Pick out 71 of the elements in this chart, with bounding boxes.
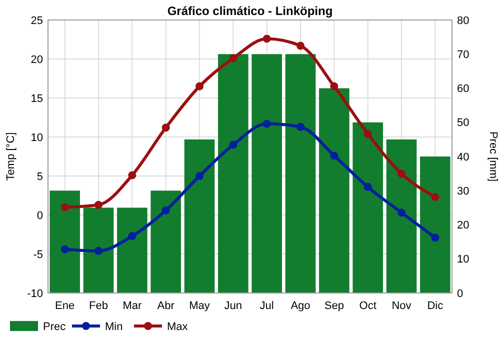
point <box>262 120 271 128</box>
y2-tick-label: 0 <box>457 288 464 300</box>
bar <box>150 190 181 293</box>
x-tick-label: Abr <box>157 300 175 312</box>
point <box>94 200 102 209</box>
point <box>398 208 406 217</box>
x-tick-label: Ago <box>290 300 310 312</box>
y-tick-label: -5 <box>33 248 43 261</box>
x-tick-label: Sep <box>324 300 344 312</box>
point <box>330 82 338 90</box>
y-tick-label: -10 <box>27 288 43 300</box>
bar <box>50 190 80 293</box>
bar <box>285 54 316 293</box>
point <box>162 124 170 132</box>
bar <box>218 54 248 293</box>
x-tick-label: Mar <box>122 300 142 312</box>
bar <box>117 208 148 293</box>
y2-tick-label: 40 <box>457 151 470 164</box>
point <box>60 203 69 212</box>
point <box>364 130 372 138</box>
legend-label: Max <box>167 320 188 333</box>
y-tick-label: 10 <box>30 132 43 144</box>
x-tick-label: Jul <box>260 300 274 312</box>
point <box>196 82 204 90</box>
point <box>94 246 102 255</box>
y2-tick-label: 80 <box>457 14 470 27</box>
point <box>128 232 136 240</box>
point <box>398 170 406 178</box>
x-tick-label: Jun <box>224 300 242 312</box>
y-tick-label: 20 <box>30 54 43 66</box>
point <box>229 54 238 62</box>
point <box>162 206 170 214</box>
y2-tick-label: 70 <box>457 48 470 61</box>
x-tick-label: Dic <box>427 300 444 312</box>
bar <box>352 122 383 293</box>
point <box>128 171 136 180</box>
bar <box>252 54 282 293</box>
y2-tick-label: 20 <box>457 220 470 232</box>
point <box>262 34 271 43</box>
bar <box>420 156 450 293</box>
y-tick-label: 5 <box>36 170 43 183</box>
x-tick-label: Nov <box>392 300 412 312</box>
point <box>196 172 204 180</box>
y-axis-title: Temp [°C] <box>5 132 17 181</box>
point <box>60 245 69 254</box>
point <box>229 140 238 149</box>
x-tick-label: May <box>189 300 210 312</box>
point <box>364 182 372 191</box>
point <box>330 152 338 160</box>
x-tick-label: Ene <box>55 300 75 312</box>
bar <box>184 139 215 293</box>
point <box>431 193 440 202</box>
y-tick-label: 25 <box>30 14 43 27</box>
x-tick-label: Oct <box>359 300 376 312</box>
legend-label: Prec <box>43 320 66 333</box>
y2-tick-label: 50 <box>457 117 470 130</box>
chart-title: Gráfico climático - Linköping <box>167 4 333 18</box>
y-tick-label: 0 <box>36 210 43 222</box>
y2-tick-label: 60 <box>457 83 470 96</box>
point <box>296 42 304 50</box>
point <box>431 234 440 242</box>
bar <box>386 139 417 293</box>
x-tick-label: Feb <box>89 300 108 312</box>
point <box>296 122 304 131</box>
y2-axis-title: Prec [mm] <box>487 131 499 182</box>
bar <box>83 208 114 293</box>
bar <box>319 88 350 293</box>
y2-tick-label: 10 <box>457 254 470 266</box>
legend-label: Min <box>105 320 123 333</box>
y-tick-label: 15 <box>30 92 43 105</box>
y2-tick-label: 30 <box>457 185 470 198</box>
